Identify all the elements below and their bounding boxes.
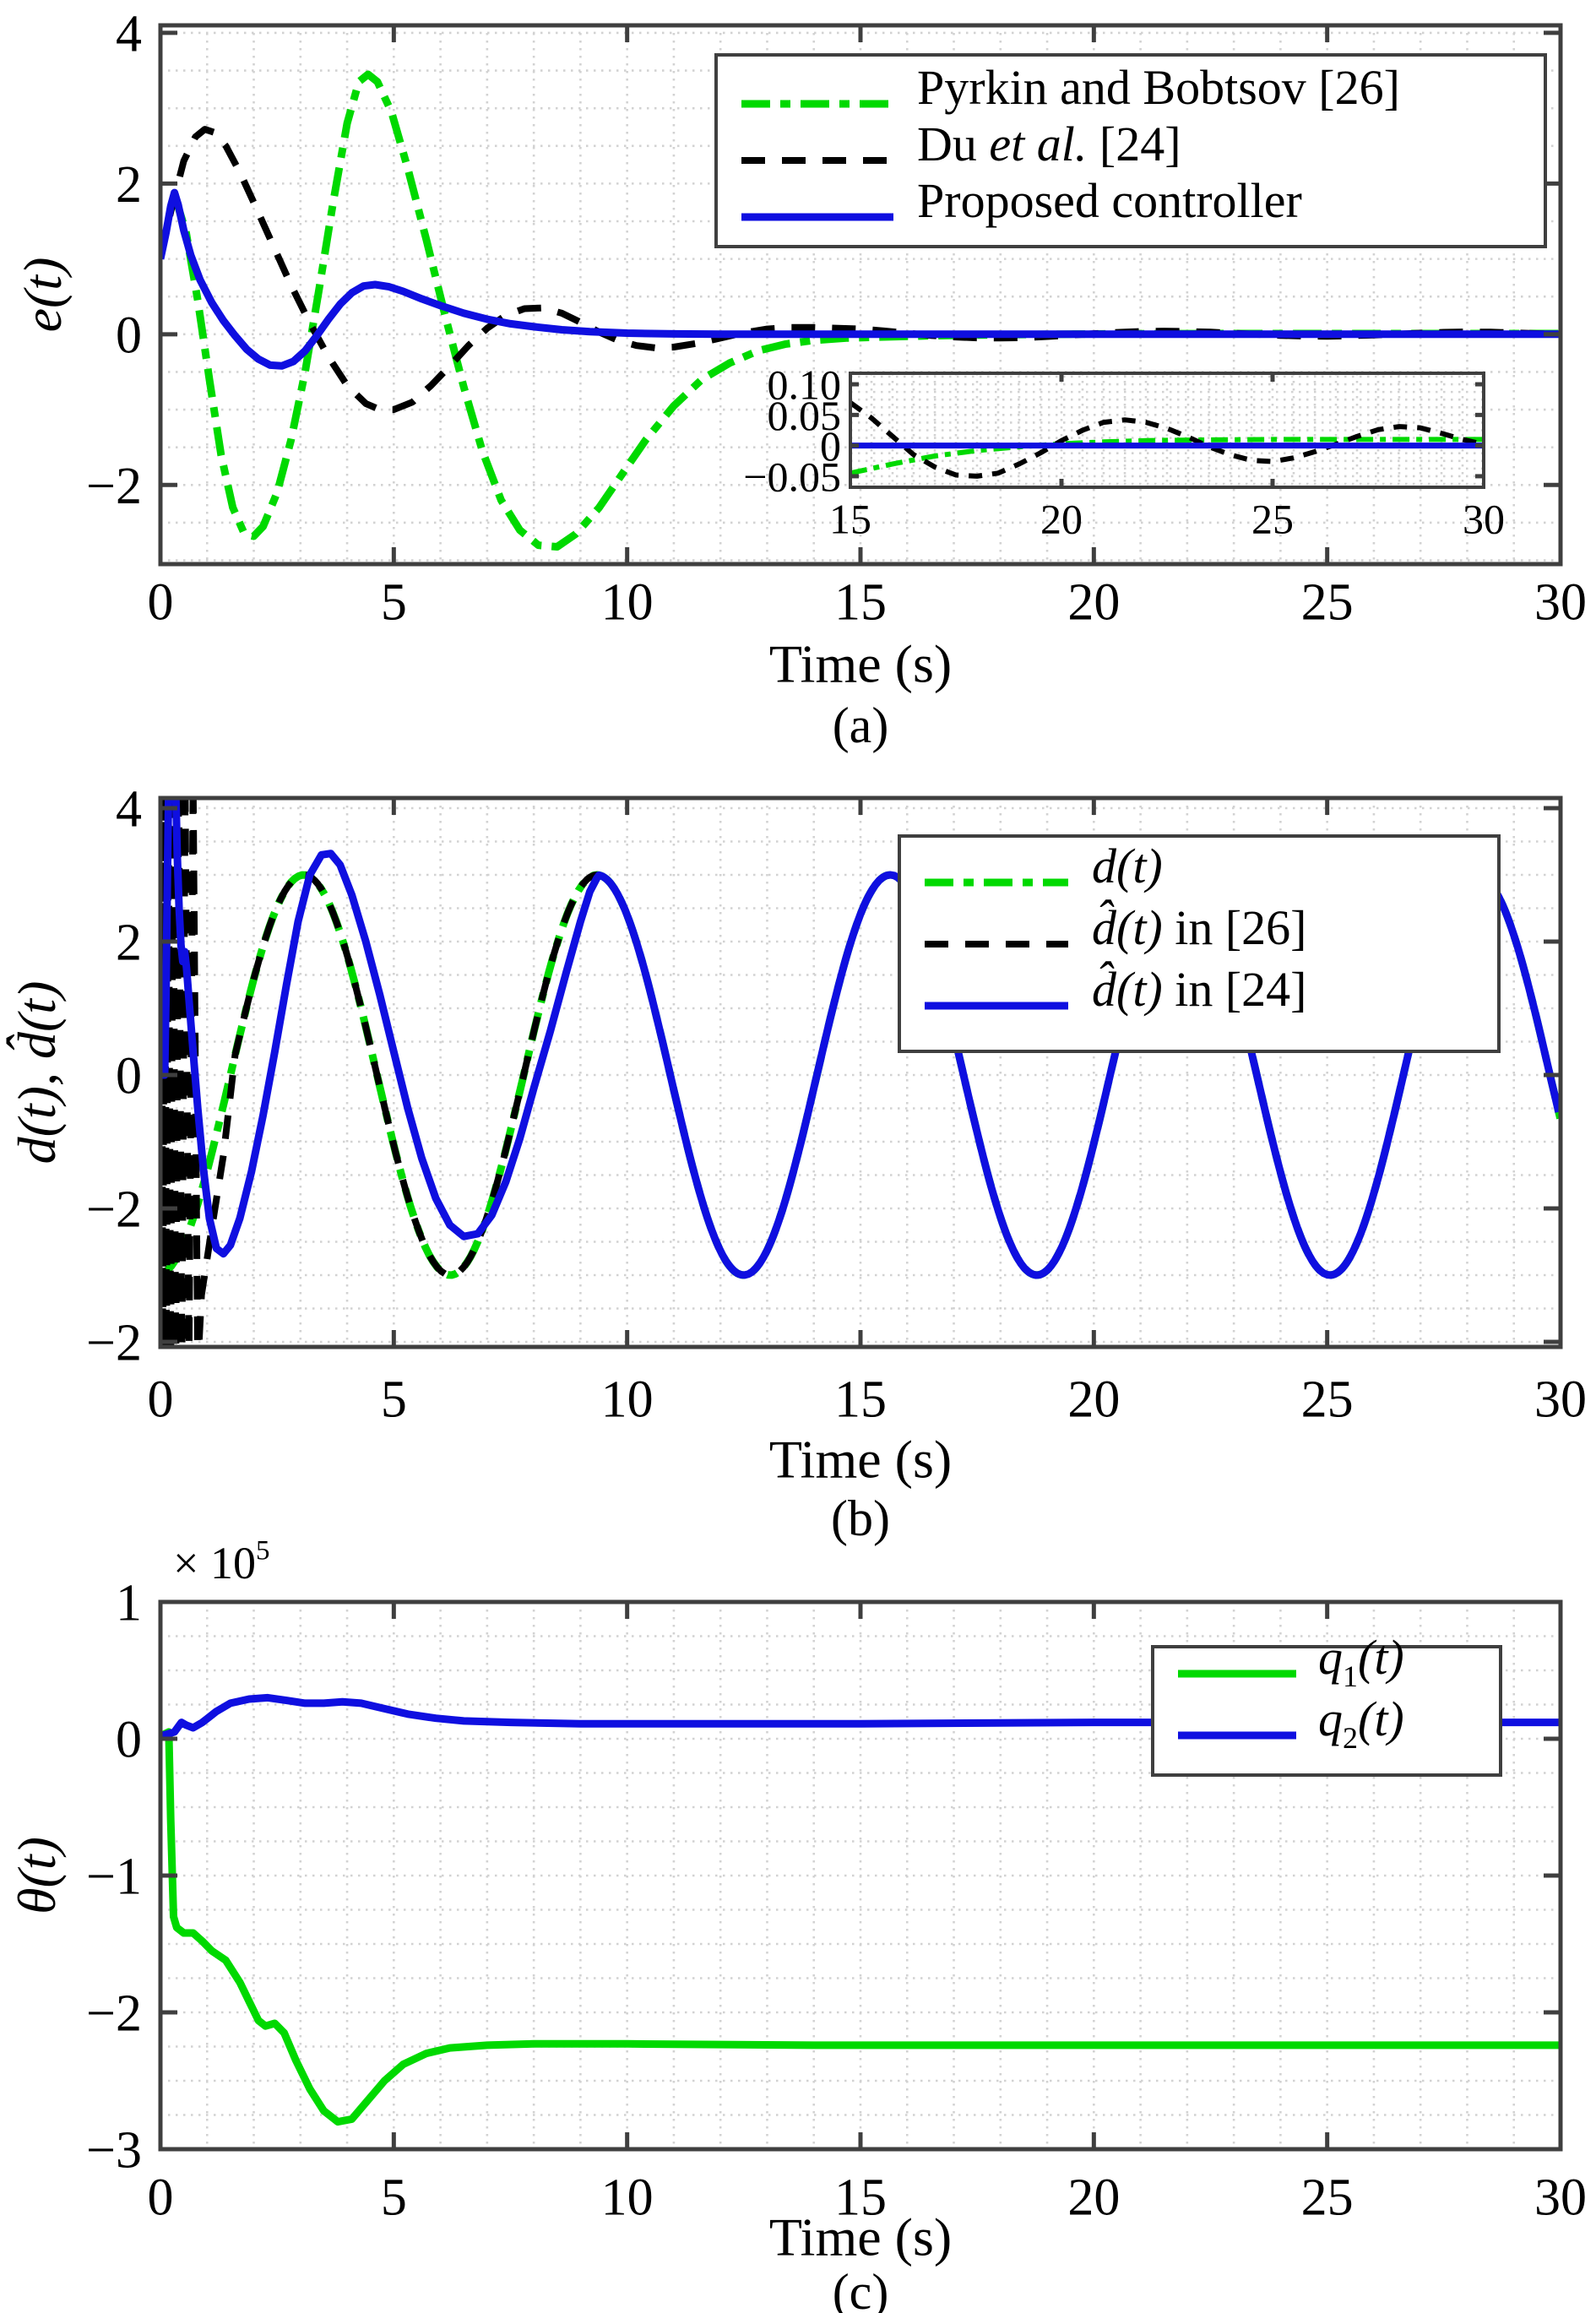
x-tick-label-b-5: 25 bbox=[1301, 1371, 1354, 1429]
x-tick-label-c-5: 25 bbox=[1301, 2169, 1354, 2227]
legend-b: d(t) d̂(t) in [26] d̂(t) in [24] bbox=[898, 834, 1501, 1053]
series-q1 bbox=[160, 1728, 1561, 2126]
legend-box-c bbox=[1151, 1645, 1502, 1777]
series-du-etal-24-inset bbox=[850, 400, 1484, 479]
subplot-caption-a: (a) bbox=[833, 698, 889, 753]
x-tick-label-ai-2: 25 bbox=[1251, 496, 1294, 543]
y-tick-label-a-0: 4 bbox=[116, 6, 142, 63]
legend-label-a-0: Pyrkin and Bobtsov [26] bbox=[917, 60, 1400, 115]
x-tick-label-a-6: 30 bbox=[1534, 574, 1587, 632]
x-tick-label-b-1: 5 bbox=[381, 1371, 407, 1429]
legend-label-a-2: Proposed controller bbox=[917, 173, 1302, 228]
series-pyrkin-bobtsov-26 bbox=[171, 70, 1561, 551]
x-tick-label-a-1: 5 bbox=[381, 574, 407, 632]
y-tick-label-ai-1: 0.05 bbox=[768, 392, 842, 439]
y-tick-label-c-0: 1 bbox=[116, 1575, 142, 1632]
x-tick-label-a-3: 15 bbox=[834, 574, 887, 632]
x-tick-label-b-0: 0 bbox=[148, 1371, 174, 1429]
y-tick-label-ai-0: 0.10 bbox=[768, 361, 842, 409]
x-tick-label-c-4: 20 bbox=[1067, 2169, 1120, 2227]
x-axis-label-c: Time (s) bbox=[769, 2207, 952, 2267]
subplot-caption-b: (b) bbox=[831, 1490, 890, 1546]
x-tick-label-c-0: 0 bbox=[148, 2169, 174, 2227]
subplot-caption-c: (c) bbox=[833, 2264, 889, 2313]
x-tick-label-c-3: 15 bbox=[834, 2169, 887, 2227]
x-tick-label-a-5: 25 bbox=[1301, 574, 1354, 632]
axis-ticks-b bbox=[160, 798, 1561, 1347]
x-tick-label-c-6: 30 bbox=[1534, 2169, 1587, 2227]
x-tick-label-b-2: 10 bbox=[601, 1371, 654, 1429]
y-tick-label-b-3: −2 bbox=[86, 1181, 142, 1239]
x-tick-label-ai-0: 15 bbox=[829, 496, 871, 543]
grid-b bbox=[160, 798, 1561, 1347]
series-group-a bbox=[160, 70, 1561, 551]
axis-ticks-a bbox=[160, 25, 1561, 564]
series-d-hat-24 bbox=[160, 798, 1561, 1279]
x-tick-label-b-3: 15 bbox=[834, 1371, 887, 1429]
y-tick-label-b-1: 2 bbox=[116, 915, 142, 972]
axes-box-ai bbox=[849, 372, 1485, 489]
y-tick-label-a-2: 0 bbox=[116, 307, 142, 365]
x-tick-label-a-0: 0 bbox=[148, 574, 174, 632]
x-tick-label-a-2: 10 bbox=[601, 574, 654, 632]
y-tick-label-c-1: 0 bbox=[116, 1712, 142, 1769]
subplot-ai: 15 20 25 30 0.100.050−0.05 bbox=[743, 361, 1505, 543]
legend-label-c-0: q1(t) bbox=[1318, 1630, 1404, 1693]
y-tick-label-ai-2: 0 bbox=[820, 422, 841, 470]
legend-label-b-1: d̂(t) in [26] bbox=[1092, 900, 1307, 955]
x-tick-label-ai-3: 30 bbox=[1463, 496, 1505, 543]
y-axis-multiplier-c: × 105 bbox=[173, 1535, 269, 1588]
x-axis-label-a: Time (s) bbox=[769, 633, 952, 693]
series-group-c bbox=[160, 1693, 1561, 2126]
series-proposed-controller bbox=[160, 188, 1561, 370]
legend-box-b bbox=[898, 834, 1501, 1053]
x-tick-label-c-2: 10 bbox=[601, 2169, 654, 2227]
series-q2 bbox=[160, 1693, 1561, 1740]
y-tick-label-ai-3: −0.05 bbox=[743, 453, 841, 500]
y-axis-label-a: e(t) bbox=[13, 258, 73, 333]
y-tick-label-b-2: 0 bbox=[116, 1048, 142, 1105]
y-axis-label-c: θ(t) bbox=[7, 1837, 67, 1914]
y-tick-label-a-1: 2 bbox=[116, 156, 142, 214]
series-group-b bbox=[160, 798, 1561, 1347]
x-tick-label-ai-1: 20 bbox=[1040, 496, 1083, 543]
legend-a: Pyrkin and Bobtsov [26]Du et al. [24]Pro… bbox=[714, 53, 1547, 248]
y-tick-label-c-3: −2 bbox=[86, 1985, 142, 2043]
legend-label-a-1: Du et al. [24] bbox=[917, 117, 1181, 171]
legend-label-c-1: q2(t) bbox=[1318, 1691, 1404, 1755]
legend-label-b-0: d(t) bbox=[1092, 839, 1163, 893]
x-tick-label-b-4: 20 bbox=[1067, 1371, 1120, 1429]
x-tick-label-a-4: 20 bbox=[1067, 574, 1120, 632]
y-tick-label-c-4: −3 bbox=[86, 2122, 142, 2180]
x-tick-label-c-1: 5 bbox=[381, 2169, 407, 2227]
y-axis-label-b: d(t), d̂(t) bbox=[6, 981, 67, 1165]
x-tick-label-b-6: 30 bbox=[1534, 1371, 1587, 1429]
y-tick-label-b-4: −2 bbox=[86, 1315, 142, 1372]
series-group-ai bbox=[850, 400, 1484, 479]
legend-label-b-2: d̂(t) in [24] bbox=[1092, 962, 1307, 1017]
legend-c: q1(t)q2(t) bbox=[1151, 1630, 1502, 1777]
axis-ticks-c bbox=[160, 1602, 1561, 2149]
y-tick-label-b-0: 4 bbox=[116, 781, 142, 839]
axis-ticks-ai bbox=[850, 373, 1484, 487]
y-tick-label-a-3: −2 bbox=[86, 458, 142, 515]
x-axis-label-b: Time (s) bbox=[769, 1429, 952, 1489]
y-tick-label-c-2: −1 bbox=[86, 1849, 142, 1906]
